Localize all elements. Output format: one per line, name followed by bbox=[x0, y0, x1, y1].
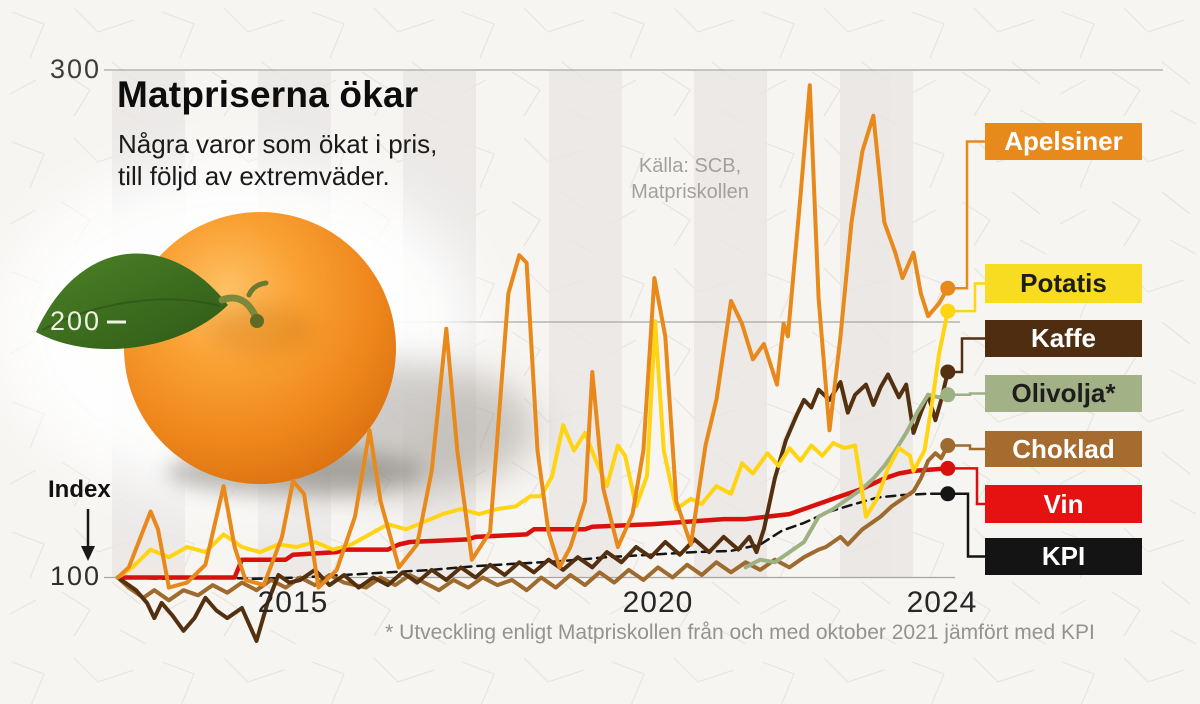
stem-twig bbox=[246, 280, 269, 298]
connector-vin bbox=[947, 467, 985, 506]
end-dot-kaffe bbox=[940, 364, 956, 380]
connector-kpi bbox=[947, 492, 985, 558]
connector-choklad bbox=[947, 444, 985, 451]
source-line-2: Matpriskollen bbox=[631, 181, 749, 203]
y-tick-300: 300 bbox=[50, 54, 102, 84]
arrow-head bbox=[81, 546, 95, 561]
series-line-kaffe bbox=[115, 370, 950, 643]
series-line-potatis bbox=[115, 309, 950, 580]
legend-kaffe: Kaffe bbox=[985, 320, 1142, 357]
end-dot-kpi bbox=[940, 486, 956, 502]
legend-choklad: Choklad bbox=[985, 431, 1142, 467]
source-note: Källa: SCB, Matpriskollen bbox=[550, 153, 830, 205]
series-line-apelsiner bbox=[115, 83, 950, 590]
x-tick-2024: 2024 bbox=[906, 586, 978, 619]
connector-potatis bbox=[947, 282, 985, 313]
leaf-vein bbox=[41, 298, 221, 331]
orange-dimple bbox=[210, 304, 314, 356]
legend-connectors bbox=[940, 140, 985, 558]
connector-apelsiner bbox=[947, 140, 985, 290]
legend-apelsiner: Apelsiner bbox=[985, 123, 1142, 160]
y-tick-200: 200 bbox=[50, 306, 102, 336]
y-axis-label: Index bbox=[48, 476, 111, 503]
x-tick-2020: 2020 bbox=[622, 586, 694, 619]
legend-olivolja: Olivolja* bbox=[985, 375, 1142, 412]
calyx bbox=[250, 314, 264, 328]
subtitle-line-2: till följd av extremväder. bbox=[118, 161, 390, 191]
index-arrow bbox=[81, 509, 95, 561]
legend-kpi: KPI bbox=[985, 538, 1142, 575]
end-dot-vin bbox=[940, 460, 956, 476]
end-dot-apelsiner bbox=[940, 280, 956, 296]
y-tick-100: 100 bbox=[50, 561, 102, 591]
x-tick-2015: 2015 bbox=[257, 586, 329, 619]
end-dot-potatis bbox=[940, 303, 956, 319]
end-dot-choklad bbox=[940, 438, 956, 454]
connector-olivolja bbox=[947, 392, 985, 397]
page-title: Matpriserna ökar bbox=[117, 74, 419, 115]
source-line-1: Källa: SCB, bbox=[638, 155, 742, 177]
series-lines bbox=[115, 83, 951, 643]
legend-potatis: Potatis bbox=[985, 264, 1142, 303]
footnote: * Utveckling enligt Matpriskollen från o… bbox=[385, 621, 1095, 644]
legend-vin: Vin bbox=[985, 485, 1142, 523]
series-line-choklad bbox=[115, 443, 950, 603]
end-dot-olivolja bbox=[940, 387, 956, 403]
subtitle-line-1: Några varor som ökat i pris, bbox=[118, 129, 438, 159]
